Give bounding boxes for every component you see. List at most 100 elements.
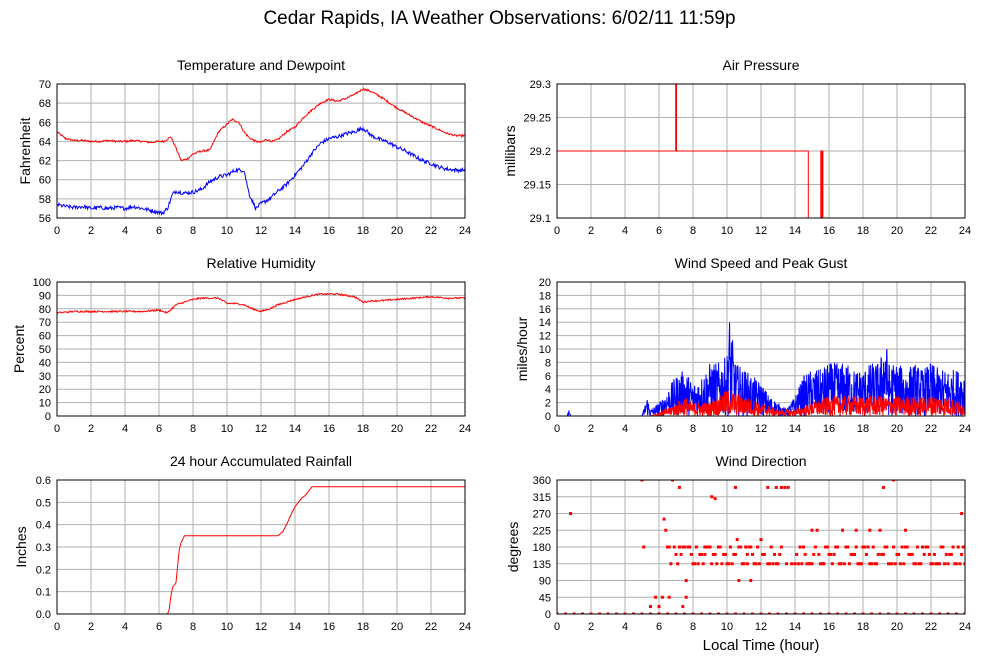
data-point — [717, 612, 720, 614]
data-point — [773, 552, 777, 556]
x-tick-label: 4 — [122, 423, 128, 435]
data-point — [703, 552, 707, 556]
data-point — [863, 545, 867, 549]
data-point — [876, 552, 880, 556]
data-point — [734, 552, 737, 556]
plot-frame — [56, 83, 466, 219]
data-point — [934, 562, 938, 566]
data-point — [698, 552, 702, 556]
data-point — [870, 612, 873, 614]
x-tick-label: 16 — [823, 225, 835, 237]
data-point — [569, 512, 573, 515]
data-point — [887, 562, 890, 566]
data-point — [696, 562, 700, 566]
data-point — [654, 595, 658, 599]
data-point — [938, 562, 941, 566]
data-point — [730, 562, 734, 566]
data-point — [786, 485, 790, 489]
data-point — [825, 545, 829, 549]
data-point — [910, 552, 914, 556]
data-point — [917, 562, 921, 566]
y-tick-label: 14 — [539, 317, 551, 329]
data-point — [849, 552, 853, 556]
x-tick-label: 12 — [255, 621, 267, 633]
data-point — [805, 562, 809, 566]
x-tick-label: 24 — [459, 225, 471, 237]
data-point — [851, 552, 855, 556]
series-line — [557, 322, 965, 416]
x-tick-label: 8 — [690, 225, 696, 237]
data-point — [776, 612, 780, 614]
x-tick-label: 0 — [54, 423, 60, 435]
data-point — [701, 562, 705, 566]
x-tick-label: 12 — [755, 423, 767, 435]
x-tick-label: 4 — [622, 423, 628, 435]
data-point — [827, 552, 831, 556]
x-tick-label: 16 — [323, 621, 335, 633]
data-point — [739, 545, 743, 549]
x-axis-label: Local Time (hour) — [703, 637, 820, 654]
series-1 — [557, 390, 965, 416]
data-point — [795, 552, 799, 556]
data-point — [907, 552, 911, 556]
data-point — [960, 512, 964, 515]
series-line — [57, 486, 465, 614]
x-tick-label: 16 — [823, 621, 835, 633]
data-point — [853, 612, 856, 614]
data-point — [841, 528, 845, 532]
data-point — [761, 552, 765, 556]
data-point — [681, 545, 685, 549]
x-tick-label: 12 — [255, 225, 267, 237]
data-point — [642, 545, 646, 549]
data-point — [694, 545, 698, 549]
data-point — [751, 552, 754, 556]
x-tick-label: 10 — [721, 423, 733, 435]
data-point — [829, 552, 833, 556]
data-point — [847, 562, 851, 566]
x-tick-label: 8 — [190, 621, 196, 633]
data-point — [774, 485, 778, 489]
data-point — [683, 612, 686, 614]
data-point — [880, 552, 884, 556]
series-0 — [57, 87, 465, 162]
data-point — [759, 538, 763, 542]
y-tick-label: 29.3 — [530, 79, 551, 91]
y-axis-label: Inches — [13, 526, 29, 567]
data-point — [853, 552, 856, 556]
x-tick-label: 18 — [357, 225, 369, 237]
y-tick-label: 0.5 — [36, 497, 51, 509]
data-point — [793, 562, 797, 566]
data-point — [615, 612, 618, 614]
x-tick-label: 20 — [891, 621, 903, 633]
y-tick-label: 60 — [39, 331, 51, 343]
data-point — [944, 552, 948, 556]
data-point — [941, 545, 945, 549]
data-point — [915, 545, 919, 549]
data-point — [893, 562, 897, 566]
x-tick-label: 24 — [459, 423, 471, 435]
data-point — [813, 545, 817, 549]
x-tick-label: 14 — [289, 225, 301, 237]
data-point — [892, 480, 896, 482]
data-point — [854, 545, 858, 549]
data-point — [883, 545, 887, 549]
data-point — [660, 595, 664, 599]
data-point — [963, 612, 965, 614]
data-point — [854, 528, 858, 532]
data-point — [681, 605, 685, 609]
x-tick-label: 24 — [959, 225, 971, 237]
y-tick-label: 0.0 — [36, 609, 51, 621]
data-point — [817, 552, 821, 556]
data-point — [689, 552, 693, 556]
data-point — [807, 562, 811, 566]
data-point — [727, 562, 731, 566]
data-point — [890, 562, 894, 566]
data-point — [706, 545, 710, 549]
data-point — [802, 612, 805, 614]
data-point — [657, 612, 661, 614]
y-tick-label: 135 — [533, 559, 551, 571]
data-point — [674, 612, 678, 614]
data-point — [856, 562, 860, 566]
y-tick-label: 20 — [39, 384, 51, 396]
y-tick-label: 0.6 — [36, 475, 51, 487]
